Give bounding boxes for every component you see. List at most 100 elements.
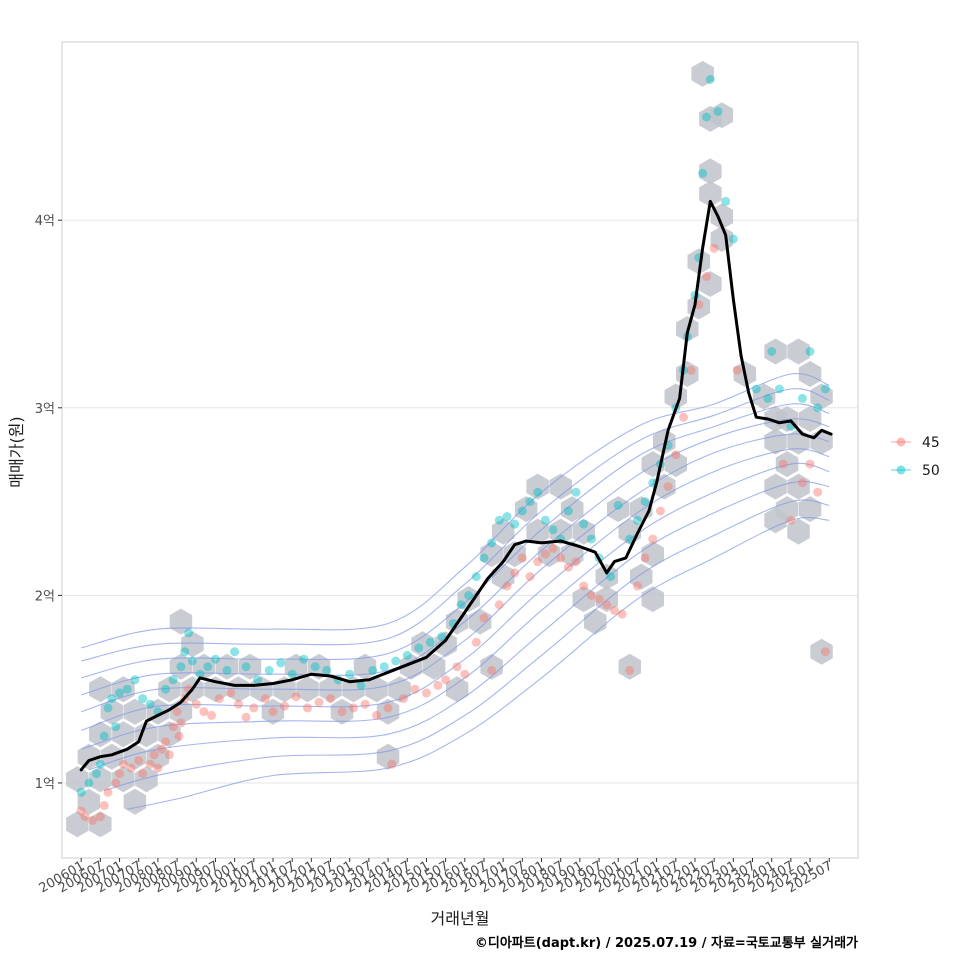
density-contours bbox=[81, 372, 830, 810]
hex-bin bbox=[810, 638, 833, 665]
data-point-50 bbox=[805, 347, 815, 356]
data-point-50 bbox=[76, 787, 86, 797]
data-point-50 bbox=[479, 553, 489, 563]
legend-label-45: 45 bbox=[922, 435, 940, 451]
legend-item-45[interactable]: 45 bbox=[891, 435, 940, 451]
x-axis: 2006012006072007012007072008012008072009… bbox=[37, 858, 835, 896]
data-point-50 bbox=[187, 656, 197, 666]
data-point-45 bbox=[214, 694, 224, 704]
data-point-45 bbox=[502, 581, 512, 591]
data-point-45 bbox=[655, 506, 665, 516]
data-point-45 bbox=[241, 712, 251, 722]
data-point-50 bbox=[368, 665, 378, 675]
hex-bin bbox=[100, 698, 124, 725]
data-point-45 bbox=[191, 699, 201, 709]
data-point-45 bbox=[786, 515, 796, 525]
hex-bin bbox=[699, 158, 722, 185]
data-point-45 bbox=[702, 272, 711, 281]
data-point-45 bbox=[556, 553, 566, 563]
hex-bin bbox=[319, 676, 342, 703]
data-point-45 bbox=[149, 750, 159, 760]
data-point-45 bbox=[115, 769, 124, 779]
data-point-50 bbox=[613, 500, 623, 510]
data-point-50 bbox=[115, 688, 124, 698]
data-point-45 bbox=[134, 756, 144, 765]
data-point-45 bbox=[314, 697, 324, 707]
data-point-50 bbox=[606, 572, 616, 582]
data-point-50 bbox=[517, 506, 527, 516]
data-point-50 bbox=[310, 662, 320, 672]
hex-bin bbox=[537, 541, 561, 568]
hex-bin bbox=[388, 676, 411, 703]
data-point-50 bbox=[625, 534, 635, 544]
contour-5 bbox=[81, 433, 830, 713]
data-point-45 bbox=[172, 707, 182, 717]
data-point-45 bbox=[360, 699, 370, 709]
data-point-45 bbox=[517, 553, 527, 563]
legend: 45 50 bbox=[891, 435, 940, 479]
data-point-50 bbox=[571, 487, 581, 497]
hex-bin bbox=[787, 473, 810, 500]
data-point-50 bbox=[161, 684, 171, 694]
legend-item-50[interactable]: 50 bbox=[891, 463, 940, 479]
hex-bin bbox=[135, 766, 158, 793]
data-point-50 bbox=[195, 669, 205, 679]
hex-bin bbox=[710, 102, 734, 129]
plot-panel bbox=[61, 41, 859, 859]
data-point-45 bbox=[176, 718, 186, 728]
data-point-45 bbox=[76, 806, 86, 816]
hex-bin bbox=[422, 653, 446, 680]
data-point-45 bbox=[207, 710, 217, 720]
data-point-50 bbox=[728, 234, 738, 244]
data-point-50 bbox=[640, 497, 650, 507]
data-point-45 bbox=[103, 787, 113, 797]
hex-bin bbox=[238, 653, 262, 680]
y-tick-label: 4억 bbox=[35, 214, 55, 229]
data-point-45 bbox=[126, 763, 136, 773]
data-point-50 bbox=[203, 662, 213, 672]
data-point-45 bbox=[820, 647, 830, 657]
data-point-50 bbox=[95, 759, 105, 769]
hex-bin bbox=[158, 721, 181, 748]
data-point-50 bbox=[525, 497, 535, 507]
contour-1 bbox=[81, 372, 830, 649]
data-point-50 bbox=[322, 665, 332, 675]
data-point-50 bbox=[471, 572, 481, 582]
data-point-50 bbox=[356, 680, 366, 690]
hex-bin bbox=[284, 653, 308, 680]
contour-3 bbox=[81, 403, 830, 679]
data-point-45 bbox=[617, 609, 627, 619]
hex-bin bbox=[699, 271, 722, 297]
contour-6 bbox=[81, 448, 830, 731]
data-point-50 bbox=[299, 654, 309, 664]
data-point-50 bbox=[184, 628, 194, 638]
data-point-45 bbox=[99, 801, 109, 810]
data-point-45 bbox=[510, 568, 520, 578]
data-point-50 bbox=[813, 403, 823, 413]
hex-bin bbox=[607, 496, 630, 523]
data-point-50 bbox=[698, 168, 708, 178]
data-point-45 bbox=[671, 450, 681, 460]
data-point-50 bbox=[287, 669, 297, 679]
x-axis-title: 거래년월 bbox=[431, 909, 490, 928]
hex-bin bbox=[560, 496, 584, 523]
contour-7 bbox=[81, 462, 830, 750]
data-point-45 bbox=[326, 694, 335, 704]
data-point-50 bbox=[763, 393, 773, 403]
data-point-45 bbox=[471, 637, 481, 647]
data-point-45 bbox=[174, 731, 184, 741]
data-point-45 bbox=[460, 669, 470, 679]
data-point-50 bbox=[510, 519, 520, 529]
contour-4 bbox=[81, 418, 830, 696]
data-point-50 bbox=[494, 515, 504, 525]
data-point-45 bbox=[95, 812, 105, 822]
data-point-45 bbox=[80, 812, 90, 822]
hex-bin bbox=[687, 248, 711, 275]
contour-8 bbox=[88, 480, 830, 771]
y-axis-title: 매매가(원) bbox=[7, 416, 26, 487]
hex-bin bbox=[330, 698, 354, 725]
data-point-45 bbox=[452, 662, 462, 672]
data-point-50 bbox=[168, 675, 178, 685]
data-point-45 bbox=[732, 365, 742, 375]
data-point-50 bbox=[487, 538, 497, 548]
